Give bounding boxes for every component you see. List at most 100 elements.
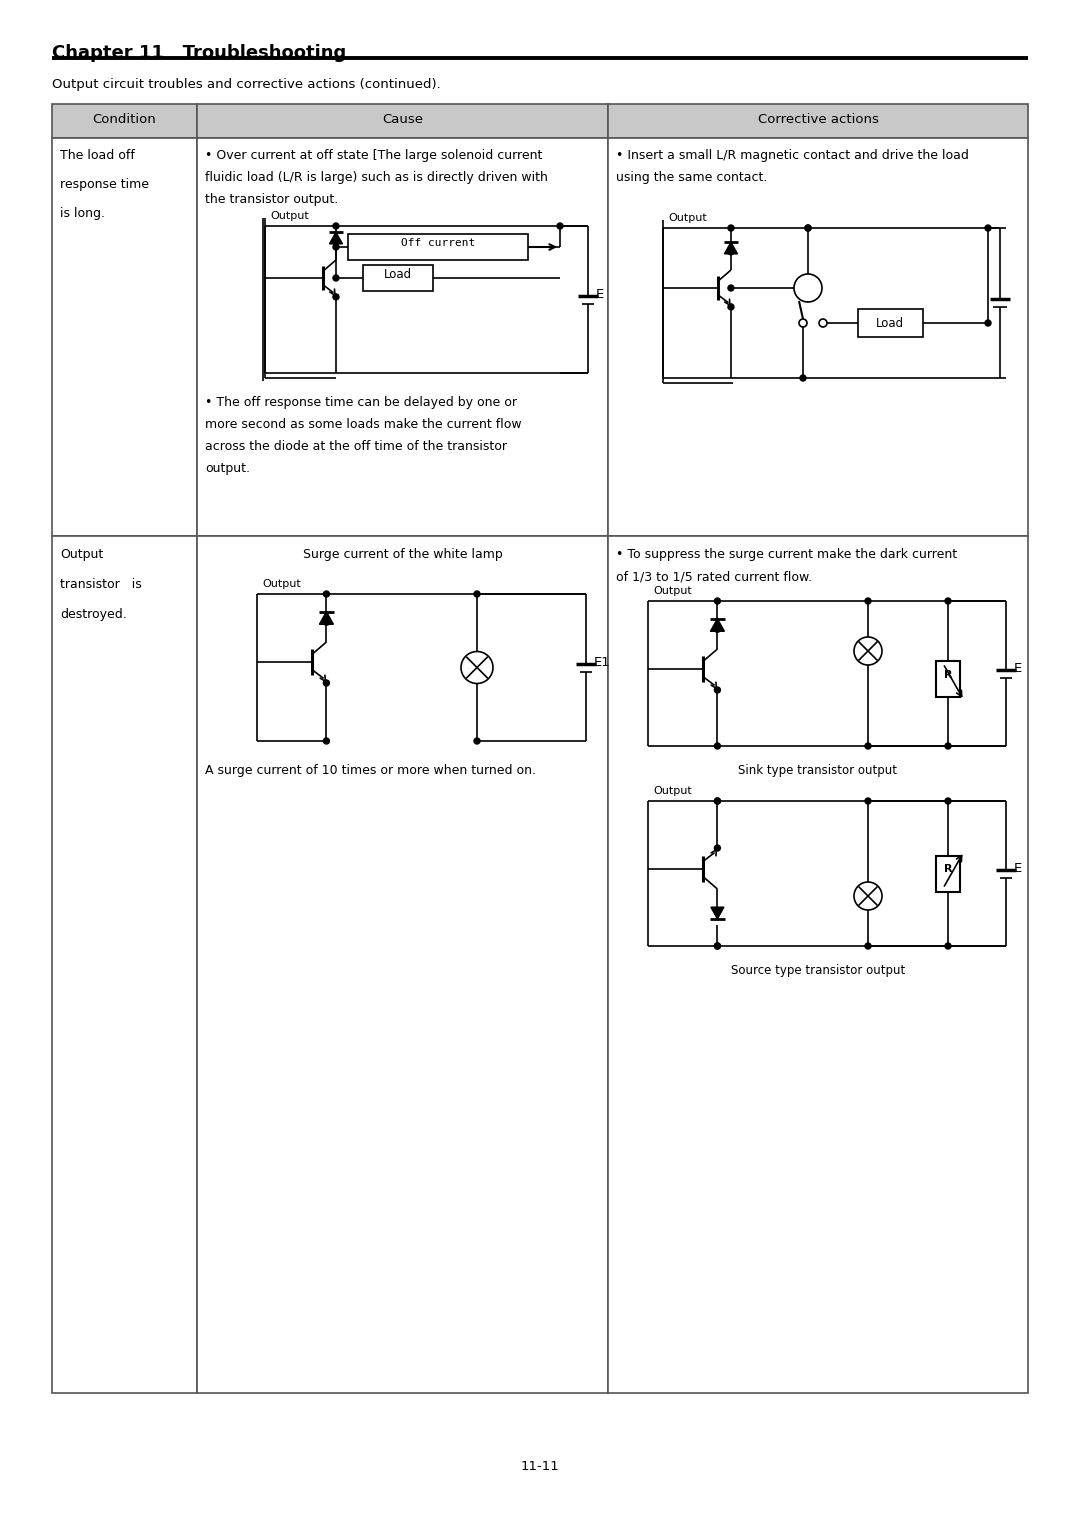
Bar — [197, 138, 608, 536]
Circle shape — [728, 286, 734, 290]
Text: • To suppress the surge current make the dark current: • To suppress the surge current make the… — [616, 549, 957, 561]
Text: destroyed.: destroyed. — [60, 608, 126, 620]
Polygon shape — [711, 619, 725, 631]
Circle shape — [557, 223, 563, 229]
Circle shape — [461, 651, 492, 683]
Circle shape — [728, 249, 734, 255]
Text: • Insert a small L/R magnetic contact and drive the load: • Insert a small L/R magnetic contact an… — [616, 150, 969, 162]
Circle shape — [714, 798, 720, 804]
Text: • The off response time can be delayed by one or: • The off response time can be delayed b… — [205, 396, 517, 410]
Text: E: E — [1014, 862, 1023, 876]
Circle shape — [865, 597, 870, 604]
Polygon shape — [711, 908, 724, 918]
Circle shape — [714, 626, 720, 633]
Circle shape — [333, 293, 339, 299]
Circle shape — [985, 225, 991, 231]
Text: The load off: The load off — [60, 150, 135, 162]
Text: Corrective actions: Corrective actions — [757, 113, 878, 125]
Circle shape — [854, 637, 882, 665]
Circle shape — [800, 374, 806, 380]
Text: Output circuit troubles and corrective actions (continued).: Output circuit troubles and corrective a… — [52, 78, 441, 92]
Bar — [52, 104, 197, 138]
Bar — [197, 536, 608, 1394]
Circle shape — [728, 225, 734, 231]
Circle shape — [333, 238, 339, 244]
Circle shape — [333, 275, 339, 281]
Circle shape — [865, 743, 870, 749]
Text: Output: Output — [262, 579, 300, 588]
Bar — [52, 138, 197, 536]
Circle shape — [945, 597, 951, 604]
Bar — [936, 856, 960, 891]
Text: Output: Output — [60, 549, 104, 561]
Bar — [608, 536, 1028, 1394]
Text: using the same contact.: using the same contact. — [616, 171, 768, 183]
Circle shape — [945, 943, 951, 949]
Text: R: R — [944, 865, 953, 874]
Text: Load: Load — [876, 316, 904, 330]
Circle shape — [714, 798, 720, 804]
Circle shape — [805, 225, 811, 231]
Text: response time: response time — [60, 177, 149, 191]
Circle shape — [714, 743, 720, 749]
Polygon shape — [320, 611, 334, 625]
Circle shape — [714, 943, 720, 949]
Text: Sink type transistor output: Sink type transistor output — [739, 764, 897, 778]
Text: Output: Output — [270, 211, 309, 222]
Circle shape — [865, 943, 870, 949]
Text: R: R — [944, 669, 953, 680]
Circle shape — [323, 738, 329, 744]
Bar — [363, 264, 433, 290]
Circle shape — [323, 591, 329, 597]
Text: E: E — [1014, 662, 1023, 675]
Text: Surge current of the white lamp: Surge current of the white lamp — [302, 549, 502, 561]
Bar — [608, 138, 1028, 536]
Circle shape — [474, 738, 480, 744]
Text: is long.: is long. — [60, 206, 105, 220]
Text: E1: E1 — [594, 656, 611, 669]
Text: Condition: Condition — [93, 113, 157, 125]
Circle shape — [323, 619, 329, 625]
Text: 11-11: 11-11 — [521, 1459, 559, 1473]
Polygon shape — [329, 232, 342, 244]
Circle shape — [714, 845, 720, 851]
Circle shape — [714, 597, 720, 604]
Circle shape — [474, 591, 480, 597]
Bar — [348, 234, 528, 260]
Circle shape — [794, 274, 822, 303]
Circle shape — [323, 680, 329, 686]
Circle shape — [714, 688, 720, 694]
Circle shape — [985, 319, 991, 325]
Circle shape — [865, 798, 870, 804]
Circle shape — [854, 882, 882, 911]
Circle shape — [333, 223, 339, 229]
Bar — [936, 660, 960, 697]
Text: the transistor output.: the transistor output. — [205, 193, 338, 206]
Bar — [52, 536, 197, 1394]
Text: transistor   is: transistor is — [60, 578, 141, 591]
Bar — [608, 104, 1028, 138]
Text: A surge current of 10 times or more when turned on.: A surge current of 10 times or more when… — [205, 764, 536, 778]
Circle shape — [714, 943, 720, 949]
Bar — [197, 104, 608, 138]
Text: across the diode at the off time of the transistor: across the diode at the off time of the … — [205, 440, 507, 452]
Text: Output: Output — [653, 587, 692, 596]
Text: Chapter 11   Troubleshooting: Chapter 11 Troubleshooting — [52, 44, 347, 63]
Polygon shape — [725, 241, 738, 254]
Text: Cause: Cause — [382, 113, 423, 125]
Text: Output: Output — [669, 212, 706, 223]
Bar — [858, 309, 923, 338]
Text: Output: Output — [653, 785, 692, 796]
Circle shape — [333, 244, 339, 251]
Text: • Over current at off state [The large solenoid current: • Over current at off state [The large s… — [205, 150, 542, 162]
Text: more second as some loads make the current flow: more second as some loads make the curre… — [205, 419, 522, 431]
Circle shape — [728, 304, 734, 310]
Text: Load: Load — [383, 267, 413, 281]
Text: Source type transistor output: Source type transistor output — [731, 964, 905, 976]
Circle shape — [805, 225, 811, 231]
Text: Off current: Off current — [401, 238, 475, 248]
Circle shape — [799, 319, 807, 327]
Text: E: E — [596, 287, 604, 301]
Text: fluidic load (L/R is large) such as is directly driven with: fluidic load (L/R is large) such as is d… — [205, 171, 548, 183]
Circle shape — [945, 743, 951, 749]
